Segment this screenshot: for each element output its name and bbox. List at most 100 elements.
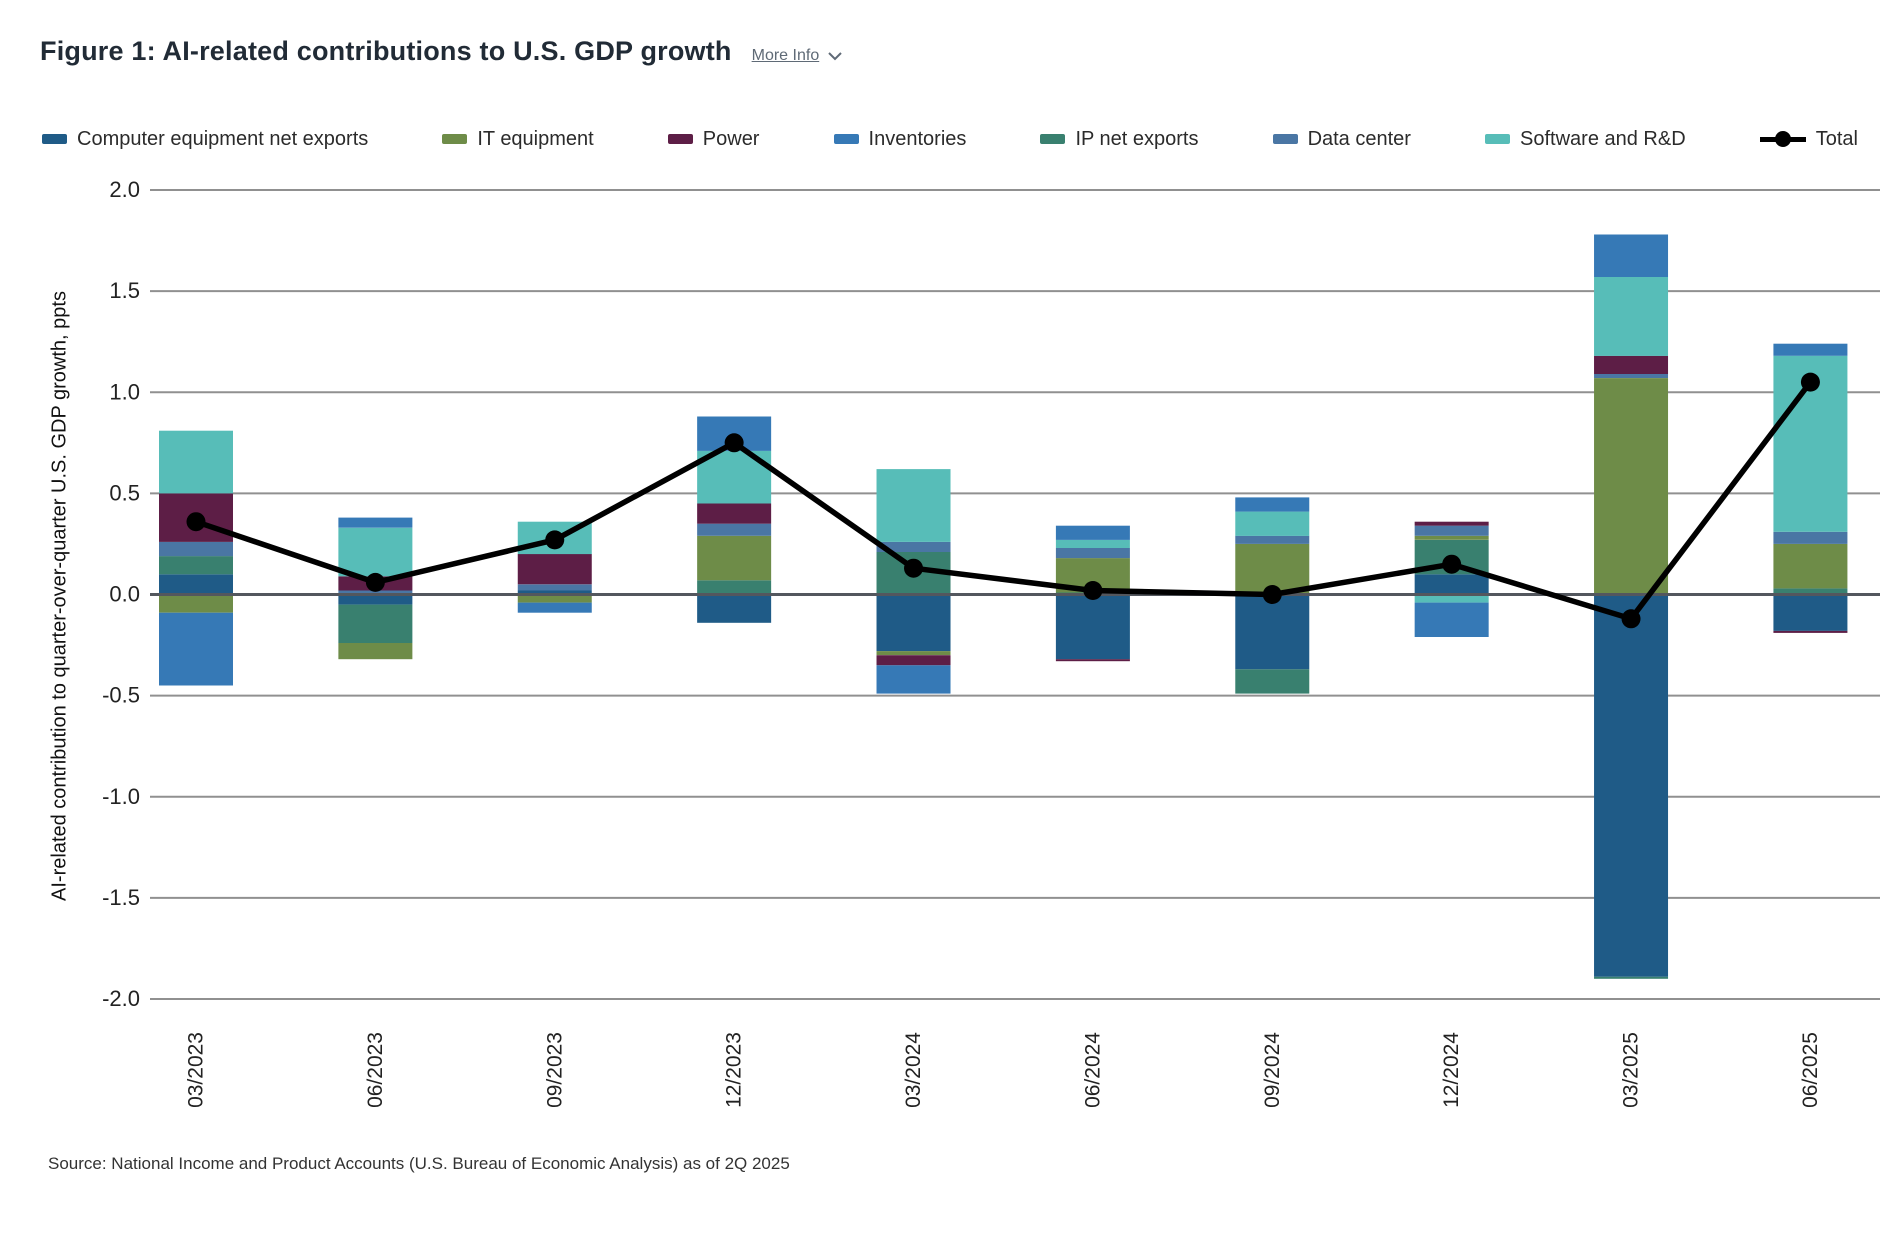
legend-swatch: [667, 134, 693, 144]
bar-segment: [338, 604, 413, 643]
legend-item-total[interactable]: Total: [1759, 127, 1858, 151]
bar-segment: [159, 574, 233, 595]
chart-area: 2.0 1.5 1.0 0.5 0.0 -0.5 -1.0 -1.5 -2.0 03/2023 06…: [102, 177, 1880, 1108]
legend-swatch: [1485, 134, 1511, 144]
x-tick-label: 06/2023: [364, 1032, 387, 1108]
bar-segment: [1055, 659, 1130, 662]
legend-swatch: [442, 134, 468, 144]
bar-segment: [1773, 594, 1848, 631]
bar-segment: [159, 612, 233, 686]
bar-segment: [697, 535, 772, 581]
source-note: Source: National Income and Product Acco…: [48, 1154, 790, 1173]
total-line-marker-icon: [1759, 131, 1806, 147]
legend-item-computer-equipment-net-exports[interactable]: Computer equipment net exports: [42, 128, 368, 151]
bar-segment: [1414, 535, 1489, 540]
legend-label: Software and R&D: [1520, 127, 1686, 150]
bar-segment: [876, 651, 951, 656]
bar-segment: [517, 594, 592, 603]
legend-item-inventories[interactable]: Inventories: [833, 127, 967, 151]
bar-segment: [338, 643, 413, 660]
bar-segment: [1773, 343, 1848, 356]
legend-swatch: [42, 134, 67, 144]
x-tick-label: 03/2023: [185, 1032, 208, 1108]
chart-legend: Computer equipment net exports IT equipme…: [42, 122, 1858, 156]
bar-segment: [338, 527, 413, 577]
bar-segment: [1414, 574, 1489, 595]
y-tick-label: 1.5: [109, 278, 140, 303]
bar-segment: [1235, 535, 1310, 544]
legend-item-data-center[interactable]: Data center: [1272, 128, 1411, 151]
x-tick-label: 12/2024: [1440, 1032, 1463, 1108]
bar-segment: [1235, 669, 1310, 694]
bar-segment: [338, 517, 413, 528]
legend-swatch: [833, 134, 859, 144]
y-tick-label: -2.0: [102, 986, 140, 1011]
x-tick-label: 09/2024: [1261, 1032, 1284, 1108]
more-info-label: More Info: [751, 47, 820, 64]
x-tick-label: 03/2024: [902, 1032, 925, 1108]
bar-segment: [159, 594, 233, 613]
total-marker: [545, 530, 565, 550]
y-tick-label: 0.0: [109, 582, 140, 607]
bar-segment: [1594, 594, 1669, 977]
plot-svg: 2.0 1.5 1.0 0.5 0.0 -0.5 -1.0 -1.5 -2.0 03/2023 06…: [102, 177, 1880, 1108]
bar-segment: [159, 541, 233, 557]
bar-segment: [876, 594, 951, 652]
y-axis-title: AI-related contribution to quarter-over-…: [48, 291, 71, 901]
x-tick-label: 09/2023: [543, 1032, 566, 1108]
bar-segment: [1773, 531, 1848, 544]
legend-item-ip-net-exports[interactable]: IP net exports: [1040, 127, 1199, 151]
bar-segment: [517, 584, 592, 591]
bar-segment: [1773, 543, 1848, 589]
legend-label: Power: [702, 127, 760, 150]
legend-swatch: [1272, 134, 1298, 144]
bar-segment: [338, 590, 413, 595]
x-tick-label: 03/2025: [1620, 1032, 1643, 1108]
bar-segment: [1594, 374, 1669, 378]
more-info-link[interactable]: More Info: [752, 47, 844, 65]
legend-label: Inventories: [868, 127, 967, 150]
x-tick-label: 06/2025: [1799, 1032, 1822, 1108]
legend-item-software-and-r-d[interactable]: Software and R&D: [1485, 128, 1686, 151]
bar-segment: [1594, 355, 1669, 374]
total-marker: [1621, 609, 1641, 629]
legend-item-power[interactable]: Power: [667, 127, 760, 151]
total-marker: [1442, 554, 1462, 574]
bar-segment: [1773, 630, 1848, 633]
bar-segment: [876, 655, 951, 666]
total-marker: [724, 433, 744, 453]
bar-segment: [1414, 521, 1489, 526]
total-marker: [365, 572, 385, 592]
total-marker: [1262, 585, 1282, 604]
y-tick-label: -0.5: [102, 683, 140, 708]
y-tick-label: 2.0: [109, 177, 140, 202]
bar-segment: [697, 580, 772, 595]
total-marker: [1800, 372, 1820, 392]
legend-label: IT equipment: [477, 127, 594, 150]
legend-label: IP net exports: [1075, 127, 1199, 150]
bar-segment: [1594, 234, 1669, 277]
legend-label: Computer equipment net exports: [77, 127, 369, 150]
bar-segment: [697, 523, 772, 536]
x-tick-label: 12/2023: [723, 1032, 746, 1108]
legend-swatch: [1040, 134, 1066, 144]
legend-label: Total: [1815, 127, 1858, 150]
y-tick-label: -1.0: [102, 784, 140, 809]
bar-segment: [876, 541, 951, 552]
bar-segment: [1414, 594, 1489, 603]
bar-segment: [697, 503, 772, 524]
bar-segment: [1594, 976, 1669, 979]
bar-segment: [1055, 525, 1130, 540]
y-tick-label: 1.0: [109, 379, 140, 404]
bar-segment: [1055, 548, 1130, 559]
bar-segment: [159, 430, 233, 494]
bar-segment: [697, 594, 772, 623]
x-tick-label: 06/2024: [1081, 1032, 1104, 1108]
bar-segment: [517, 554, 592, 585]
y-tick-label: 0.5: [109, 480, 140, 505]
y-tick-label: -1.5: [102, 885, 140, 910]
chevron-down-icon: [827, 48, 843, 64]
legend-item-it-equipment[interactable]: IT equipment: [442, 127, 594, 151]
bar-segment: [1055, 594, 1130, 660]
bar-segment: [1235, 497, 1310, 512]
